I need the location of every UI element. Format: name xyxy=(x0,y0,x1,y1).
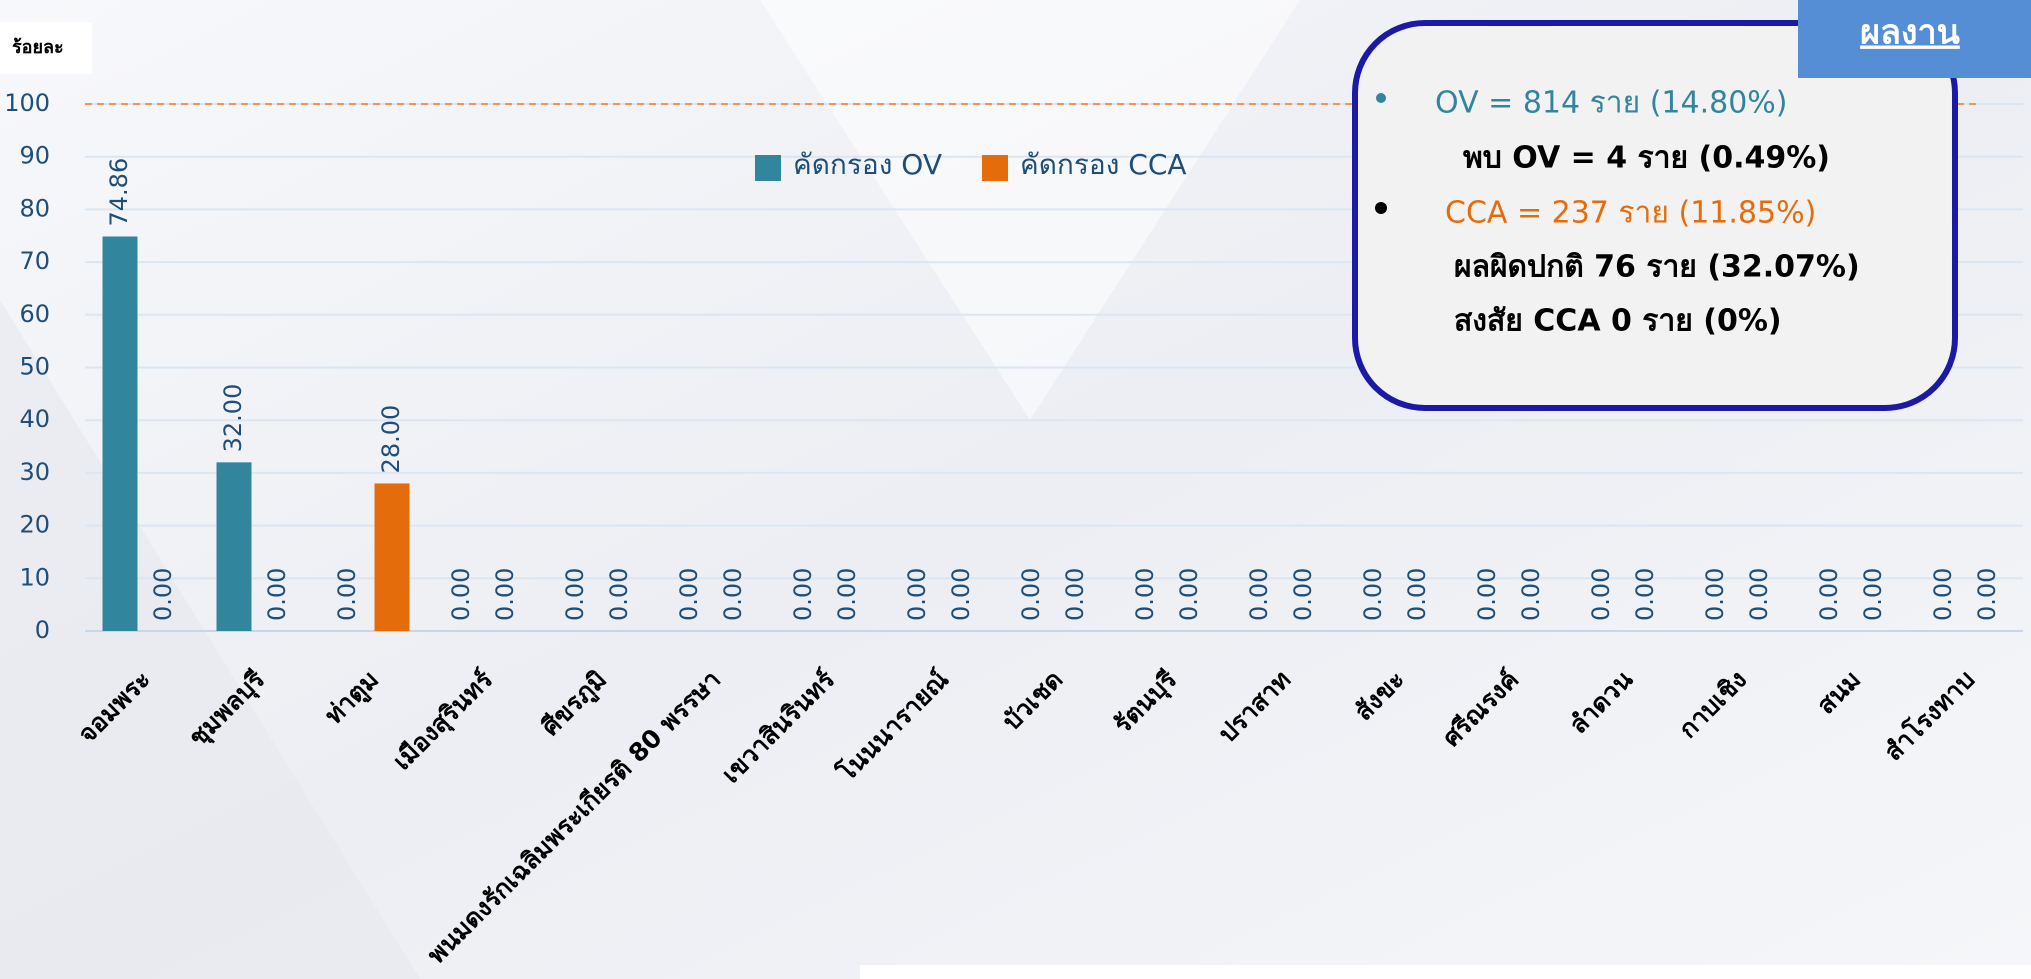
info-box xyxy=(1352,20,1958,411)
data-label: 0.00 xyxy=(1359,568,1387,621)
data-label: 0.00 xyxy=(1631,568,1659,621)
data-label: 0.00 xyxy=(1859,568,1887,621)
data-label: 0.00 xyxy=(263,568,291,621)
data-label: 0.00 xyxy=(149,568,177,621)
info-line: พบ OV = 4 ราย (0.49%) xyxy=(1463,141,1830,176)
data-label: 0.00 xyxy=(447,568,475,621)
y-axis-label: ร้อยละ xyxy=(12,37,64,58)
legend-swatch xyxy=(982,155,1008,181)
bullet xyxy=(1375,202,1387,214)
data-label: 74.86 xyxy=(105,158,133,227)
legend-label: คัดกรอง OV xyxy=(793,148,942,181)
data-label: 0.00 xyxy=(1175,568,1203,621)
y-tick-label: 20 xyxy=(19,511,50,539)
data-label: 0.00 xyxy=(1587,568,1615,621)
data-label: 0.00 xyxy=(491,568,519,621)
data-label: 0.00 xyxy=(1061,568,1089,621)
data-label: 32.00 xyxy=(219,384,247,453)
data-label: 0.00 xyxy=(903,568,931,621)
data-label: 0.00 xyxy=(789,568,817,621)
data-label: 0.00 xyxy=(561,568,589,621)
bullet xyxy=(1376,93,1386,103)
info-line: สงสัย CCA 0 ราย (0%) xyxy=(1454,304,1782,339)
data-label: 28.00 xyxy=(377,405,405,474)
info-title-box xyxy=(1798,0,2031,78)
y-tick-label: 40 xyxy=(19,405,50,433)
y-tick-label: 60 xyxy=(19,300,50,328)
y-label-box xyxy=(0,22,92,74)
data-label: 0.00 xyxy=(1131,568,1159,621)
info-line: ผลผิดปกติ 76 ราย (32.07%) xyxy=(1454,250,1860,285)
y-tick-label: 50 xyxy=(19,353,50,381)
bar xyxy=(102,236,138,631)
data-label: 0.00 xyxy=(333,568,361,621)
y-tick-label: 10 xyxy=(19,563,50,591)
info-line: OV = 814 ราย (14.80%) xyxy=(1435,86,1788,121)
bar xyxy=(216,462,252,631)
data-label: 0.00 xyxy=(1701,568,1729,621)
legend-label: คัดกรอง CCA xyxy=(1020,148,1187,181)
legend-swatch xyxy=(755,155,781,181)
y-tick-label: 70 xyxy=(19,247,50,275)
y-tick-label: 90 xyxy=(19,142,50,170)
y-tick-label: 100 xyxy=(4,89,50,117)
data-label: 0.00 xyxy=(1017,568,1045,621)
data-label: 0.00 xyxy=(1929,568,1957,621)
y-tick-label: 30 xyxy=(19,458,50,486)
footer-box xyxy=(860,965,2031,979)
data-label: 0.00 xyxy=(605,568,633,621)
info-title: ผลงาน xyxy=(1860,13,1960,53)
data-label: 0.00 xyxy=(1517,568,1545,621)
info-line: CCA = 237 ราย (11.85%) xyxy=(1445,196,1816,231)
data-label: 0.00 xyxy=(719,568,747,621)
data-label: 0.00 xyxy=(947,568,975,621)
bar xyxy=(374,483,410,631)
data-label: 0.00 xyxy=(675,568,703,621)
data-label: 0.00 xyxy=(1973,568,2001,621)
y-tick-label: 80 xyxy=(19,194,50,222)
y-tick-label: 0 xyxy=(35,616,50,644)
data-label: 0.00 xyxy=(1245,568,1273,621)
data-label: 0.00 xyxy=(1403,568,1431,621)
data-label: 0.00 xyxy=(1289,568,1317,621)
data-label: 0.00 xyxy=(1815,568,1843,621)
data-label: 0.00 xyxy=(833,568,861,621)
data-label: 0.00 xyxy=(1745,568,1773,621)
data-label: 0.00 xyxy=(1473,568,1501,621)
